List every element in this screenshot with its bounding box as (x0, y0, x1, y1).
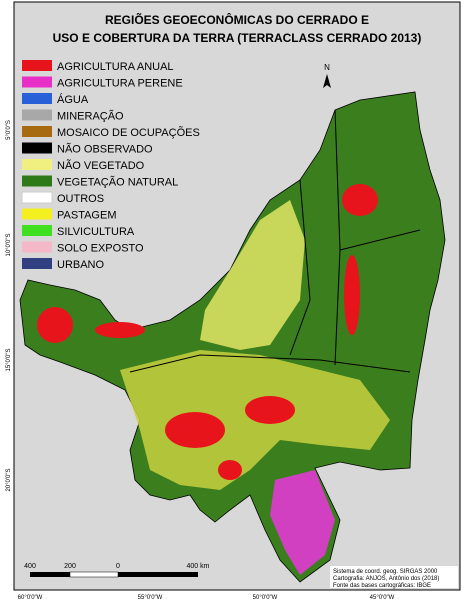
scale-label: 200 (64, 563, 76, 570)
annual-crop-patch (245, 396, 295, 424)
legend-swatch (22, 60, 52, 71)
credit-text: Cartografia: ANJOS, Antônio dos (2018) (333, 576, 439, 582)
annual-crop-patch (95, 322, 145, 338)
legend-label: NÃO OBSERVADO (57, 143, 153, 156)
latitude-label: 20°0'0"S (6, 468, 12, 491)
legend-label: VEGETAÇÃO NATURAL (57, 176, 178, 189)
latitude-label: 10°0'0"S (6, 233, 12, 256)
legend-swatch (22, 126, 52, 137)
map-title: USO E COBERTURA DA TERRA (TERRACLASS CER… (53, 31, 422, 45)
legend-swatch (22, 175, 52, 187)
cerrado-region (19, 91, 446, 583)
pasture-area (200, 200, 305, 350)
annual-crop-patch (342, 184, 378, 216)
credits-box (330, 566, 458, 588)
scale-segment (118, 572, 198, 577)
legend-label: AGRICULTURA PERENE (57, 78, 183, 90)
region-boundary (129, 109, 421, 373)
scale-label: 0 (116, 563, 120, 570)
longitude-label: 55°0'0"W (138, 595, 163, 601)
legend-swatch (22, 76, 52, 88)
longitude-label: 60°0'0"W (18, 595, 43, 601)
legend-label: NÃO VEGETADO (57, 159, 145, 172)
legend-swatch (22, 109, 52, 121)
map-title: REGIÕES GEOECONÔMICAS DO CERRADO E (105, 12, 369, 27)
legend-label: AGRICULTURA ANUAL (57, 61, 174, 73)
legend-swatch (22, 258, 52, 269)
legend-swatch (21, 191, 53, 204)
annual-crop-patch (344, 255, 360, 335)
legend-swatch (22, 208, 52, 220)
coordinate-labels: 5°0'0"S 10°0'0"S 15°0'0"S 20°0'0"S 60°0'0"W 5… (6, 120, 439, 601)
legend: AGRICULTURA ANUAL AGRICULTURA PERENE ÁGUA M… (21, 60, 200, 271)
north-arrow: N (323, 63, 331, 88)
annual-crop-patch (218, 460, 242, 480)
annual-crop-patch (37, 307, 73, 343)
north-arrow-icon (323, 74, 331, 88)
latitude-label: 15°0'0"S (6, 348, 12, 371)
legend-label: SOLO EXPOSTO (57, 243, 144, 255)
legend-swatch (22, 159, 52, 170)
legend-label: MINERAÇÃO (57, 110, 124, 123)
north-label: N (324, 63, 330, 72)
legend-label: PASTAGEM (57, 210, 117, 222)
legend-label: SILVICULTURA (57, 226, 135, 238)
legend-label: ÁGUA (57, 93, 89, 106)
scale-label: 400 km (187, 563, 210, 570)
scale-label: 400 (24, 563, 36, 570)
title-block: REGIÕES GEOECONÔMICAS DO CERRADO E USO E … (53, 12, 422, 45)
legend-swatch (22, 142, 52, 154)
legend-swatch (22, 225, 52, 236)
scale-segment (30, 572, 70, 577)
perennial-area (270, 470, 335, 575)
credit-text: Fonte das bases cartográficas: IBGE (333, 583, 431, 589)
scale-segment (69, 571, 119, 578)
latitude-label: 5°0'0"S (6, 120, 12, 140)
legend-swatch (22, 93, 52, 104)
credit-text: Sistema de coord. geog. SIRGAS 2000 (333, 569, 438, 575)
longitude-label: 50°0'0"W (253, 595, 278, 601)
legend-label: URBANO (57, 259, 105, 271)
annual-crop-patch (165, 412, 225, 448)
legend-label: OUTROS (57, 193, 104, 205)
legend-swatch (22, 241, 52, 253)
longitude-label: 45°0'0"W (370, 595, 395, 601)
scale-bar (30, 571, 198, 578)
legend-label: MOSAICO DE OCUPAÇÕES (57, 126, 200, 139)
